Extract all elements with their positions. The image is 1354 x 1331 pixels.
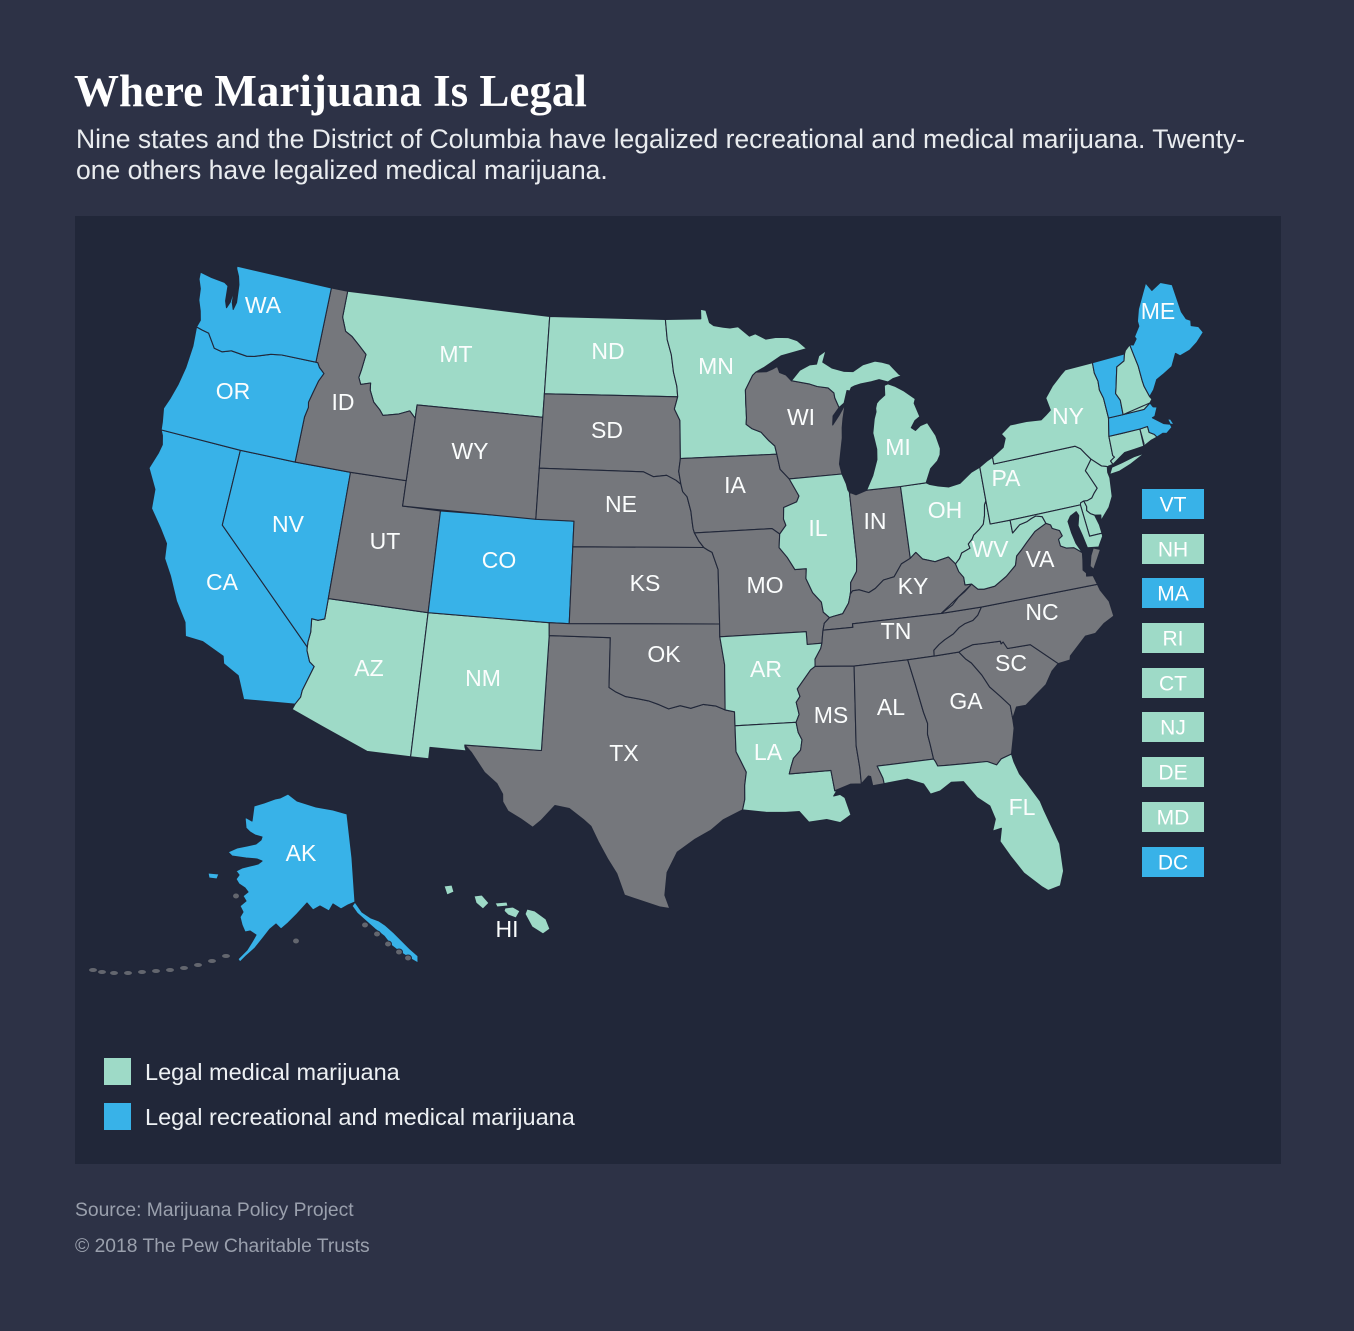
svg-text:TX: TX bbox=[609, 740, 638, 766]
svg-text:ND: ND bbox=[591, 338, 624, 364]
svg-text:IL: IL bbox=[808, 515, 827, 541]
svg-text:CA: CA bbox=[206, 569, 239, 595]
svg-text:WY: WY bbox=[451, 438, 488, 464]
svg-text:MT: MT bbox=[439, 341, 472, 367]
svg-text:NV: NV bbox=[272, 511, 305, 537]
svg-text:SD: SD bbox=[591, 417, 623, 443]
svg-text:KS: KS bbox=[630, 570, 661, 596]
svg-text:KY: KY bbox=[898, 573, 929, 599]
svg-text:MI: MI bbox=[885, 434, 911, 460]
svg-text:MA: MA bbox=[1157, 583, 1189, 606]
svg-text:IN: IN bbox=[864, 508, 887, 534]
svg-text:AK: AK bbox=[286, 840, 317, 866]
svg-text:DC: DC bbox=[1158, 852, 1188, 875]
svg-text:NE: NE bbox=[605, 491, 637, 517]
svg-text:OK: OK bbox=[647, 641, 681, 667]
svg-text:NH: NH bbox=[1158, 539, 1188, 562]
svg-text:VT: VT bbox=[1160, 494, 1187, 517]
svg-text:IA: IA bbox=[724, 472, 746, 498]
svg-text:HI: HI bbox=[496, 916, 519, 942]
svg-text:AR: AR bbox=[750, 656, 782, 682]
svg-text:AZ: AZ bbox=[354, 655, 383, 681]
svg-text:AL: AL bbox=[877, 694, 905, 720]
svg-text:NM: NM bbox=[465, 665, 501, 691]
svg-text:MS: MS bbox=[814, 702, 849, 728]
svg-text:FL: FL bbox=[1009, 794, 1036, 820]
svg-text:DE: DE bbox=[1158, 762, 1187, 785]
svg-text:NY: NY bbox=[1052, 403, 1084, 429]
svg-text:SC: SC bbox=[995, 650, 1027, 676]
svg-text:UT: UT bbox=[370, 528, 401, 554]
svg-text:WI: WI bbox=[787, 404, 815, 430]
svg-text:CT: CT bbox=[1159, 673, 1187, 696]
svg-text:WV: WV bbox=[971, 536, 1009, 562]
svg-text:MD: MD bbox=[1157, 807, 1190, 830]
svg-text:LA: LA bbox=[754, 739, 783, 765]
svg-text:GA: GA bbox=[949, 688, 983, 714]
svg-text:OH: OH bbox=[928, 497, 963, 523]
svg-text:NJ: NJ bbox=[1160, 717, 1186, 740]
svg-text:ME: ME bbox=[1141, 298, 1176, 324]
svg-text:MO: MO bbox=[746, 572, 783, 598]
svg-text:PA: PA bbox=[992, 465, 1022, 491]
svg-text:CO: CO bbox=[482, 547, 517, 573]
svg-text:WA: WA bbox=[245, 292, 282, 318]
svg-text:VA: VA bbox=[1026, 546, 1056, 572]
svg-text:TN: TN bbox=[881, 618, 912, 644]
svg-text:OR: OR bbox=[216, 378, 251, 404]
svg-text:ID: ID bbox=[332, 389, 355, 415]
svg-text:MN: MN bbox=[698, 353, 734, 379]
svg-text:RI: RI bbox=[1163, 628, 1184, 651]
svg-text:NC: NC bbox=[1025, 599, 1058, 625]
